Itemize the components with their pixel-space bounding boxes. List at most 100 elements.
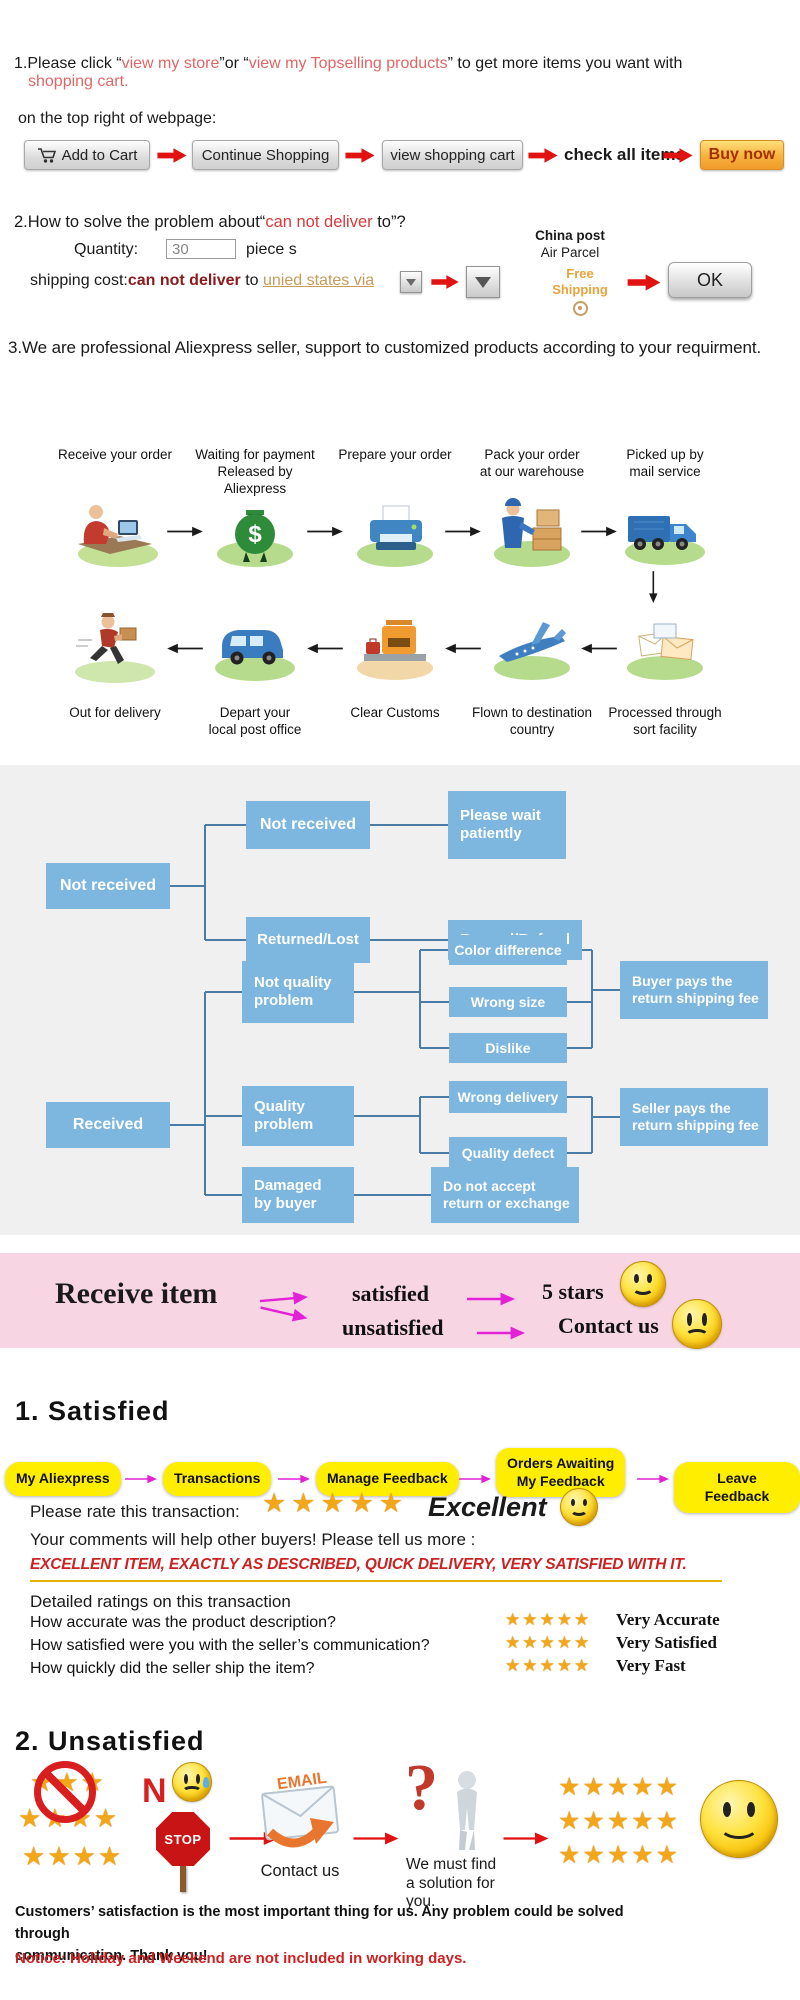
postman-running-icon [70,608,160,693]
contact-us-label: Contact us [558,1313,659,1338]
rate-transaction-label: Please rate this transaction: [30,1502,240,1521]
ok-button[interactable]: OK [668,262,752,298]
breadcrumb-leave-feedback[interactable]: Leave Feedback [674,1462,800,1513]
flow-right-arrow-icon [166,525,204,538]
rating-question: How accurate was the product description… [30,1614,336,1631]
country-link[interactable]: unied states via [263,272,375,289]
rating-stars[interactable]: ★★★★★ [505,1633,592,1652]
webpage-note: on the top right of webpage: [18,110,217,127]
no-symbol-icon [34,1761,96,1823]
flow-box-not-quality: Not quality problem [242,961,354,1023]
flow-box-not-received-root: Not received [46,863,170,909]
crying-smiley-icon [172,1762,212,1802]
step-label: Processed through sort facility [608,705,722,737]
intro-text: 1.Please click “ [14,55,122,72]
breadcrumb-my-aliexpress[interactable]: My Aliexpress [5,1462,121,1496]
continue-shopping-button[interactable]: Continue Shopping [192,140,339,170]
question-glyph: ? [405,1751,438,1824]
truck-icon [620,492,710,577]
rating-stars[interactable]: ★★★★★ [505,1610,592,1629]
topselling-link[interactable]: view my Topselling products [248,55,448,72]
flow-box-quality-defect: Quality defect [449,1137,567,1169]
excellent-label: Excellent [428,1492,547,1522]
rating-stars[interactable]: ★★★★★ [262,1488,409,1518]
view-cart-button[interactable]: view shopping cart [382,140,523,170]
add-to-cart-label: Add to Cart [61,146,138,164]
breadcrumb-transactions[interactable]: Transactions [163,1462,272,1496]
dollar-glyph: $ [248,521,262,548]
intro-text: ”or “ [219,55,249,72]
cannot-deliver-label: can not deliver [127,272,241,289]
magenta-arrow-icon [636,1472,670,1486]
comments-note: Your comments will help other buyers! Pl… [30,1530,476,1549]
right-arrow-icon [344,146,376,165]
smiley-happy-icon [560,1488,598,1526]
airplane-icon [487,608,577,693]
shipping-cost-label: shipping cost: [30,272,128,289]
banner-title: Receive item [55,1277,218,1310]
no-letter: N [142,1772,167,1810]
detailed-ratings-label: Detailed ratings on this transaction [30,1592,291,1611]
order-flow-diagram: Receive your order Waiting for payment R… [0,430,800,765]
step-label: Depart your local post office [208,705,302,737]
right-arrow-icon [527,146,559,165]
flow-box-seller-pays: Seller pays the return shipping fee [620,1088,768,1146]
receive-item-banner: Receive item satisfied 5 stars unsatisfi… [0,1253,800,1349]
buy-now-button[interactable]: Buy now [700,140,784,170]
person-computer-icon [70,492,160,577]
step-label: Pack your order at our warehouse [479,447,585,479]
right-arrow-icon [626,272,662,293]
post-van-icon [210,608,300,693]
step-label: Waiting for payment Released by Aliexpre… [195,447,315,496]
cart-toolbar: Add to Cart Continue Shopping view shopp… [0,140,800,172]
shopping-cart-link[interactable]: shopping cart. [28,73,129,90]
shipping-to-label: to [240,272,263,289]
quantity-input[interactable] [166,239,236,259]
right-arrow-icon [662,146,694,165]
flow-box-wrong-delivery: Wrong delivery [449,1081,567,1113]
flow-box-quality: Quality problem [242,1086,354,1146]
radio-icon[interactable] [573,301,588,316]
right-arrow-icon [430,273,460,291]
flowchart-connectors [170,824,620,1196]
step-label: Out for delivery [69,705,161,720]
ok-label: OK [696,269,723,290]
buy-now-label: Buy now [708,146,776,163]
bad-rating-cluster: ★★★ ★★★★ ★★★★ [18,1761,148,1900]
five-stars-label: 5 stars [542,1279,604,1304]
solution-label: We must find a solution for you. [406,1856,497,1911]
red-arrow-icon [352,1830,400,1847]
breadcrumb-manage-feedback[interactable]: Manage Feedback [316,1462,459,1496]
cannot-deliver-highlight: can not deliver [265,213,373,231]
quantity-label: Quantity: [74,241,139,258]
cart-icon [37,147,56,163]
smiley-sad-icon [672,1299,722,1349]
flow-left-arrow-icon [580,642,618,655]
magenta-arrow-icon [277,1472,311,1486]
add-to-cart-button[interactable]: Add to Cart [24,140,150,170]
flow-right-arrow-icon [306,525,344,538]
right-arrow-icon [156,146,188,165]
intro-paragraph: 1.Please click “view my store”or “view m… [14,55,789,91]
star-row: ★★★★ [22,1841,124,1871]
rating-answer: Very Fast [616,1656,686,1675]
flow-box-color-difference: Color difference [449,935,567,965]
money-bag-icon: $ [210,492,300,577]
flow-box-wrong-size: Wrong size [449,987,567,1017]
country-dropdown[interactable] [400,271,422,293]
step-label: Clear Customs [350,705,440,720]
flow-box-no-return: Do not accept return or exchange [431,1167,579,1223]
breadcrumb-orders-awaiting[interactable]: Orders Awaiting My Feedback [496,1448,626,1497]
flow-box-wait: Please wait patiently [448,791,566,859]
rating-question: How quickly did the seller ship the item… [30,1660,315,1677]
shipping-dropdown[interactable] [466,266,500,298]
rating-question: How satisfied were you with the seller’s… [30,1637,430,1654]
deliver-heading-text: 2.How to solve the problem about“ [14,213,266,231]
email-icon[interactable]: EMAIL [250,1762,350,1863]
customs-check-icon [350,608,440,693]
check-all-items-label: check all items [564,145,685,164]
flow-box-received-root: Received [46,1102,170,1148]
store-link[interactable]: view my store [121,55,220,72]
shipping-cost-row: shipping cost:can not deliver to unied s… [30,272,374,290]
rating-stars[interactable]: ★★★★★ [505,1656,592,1675]
